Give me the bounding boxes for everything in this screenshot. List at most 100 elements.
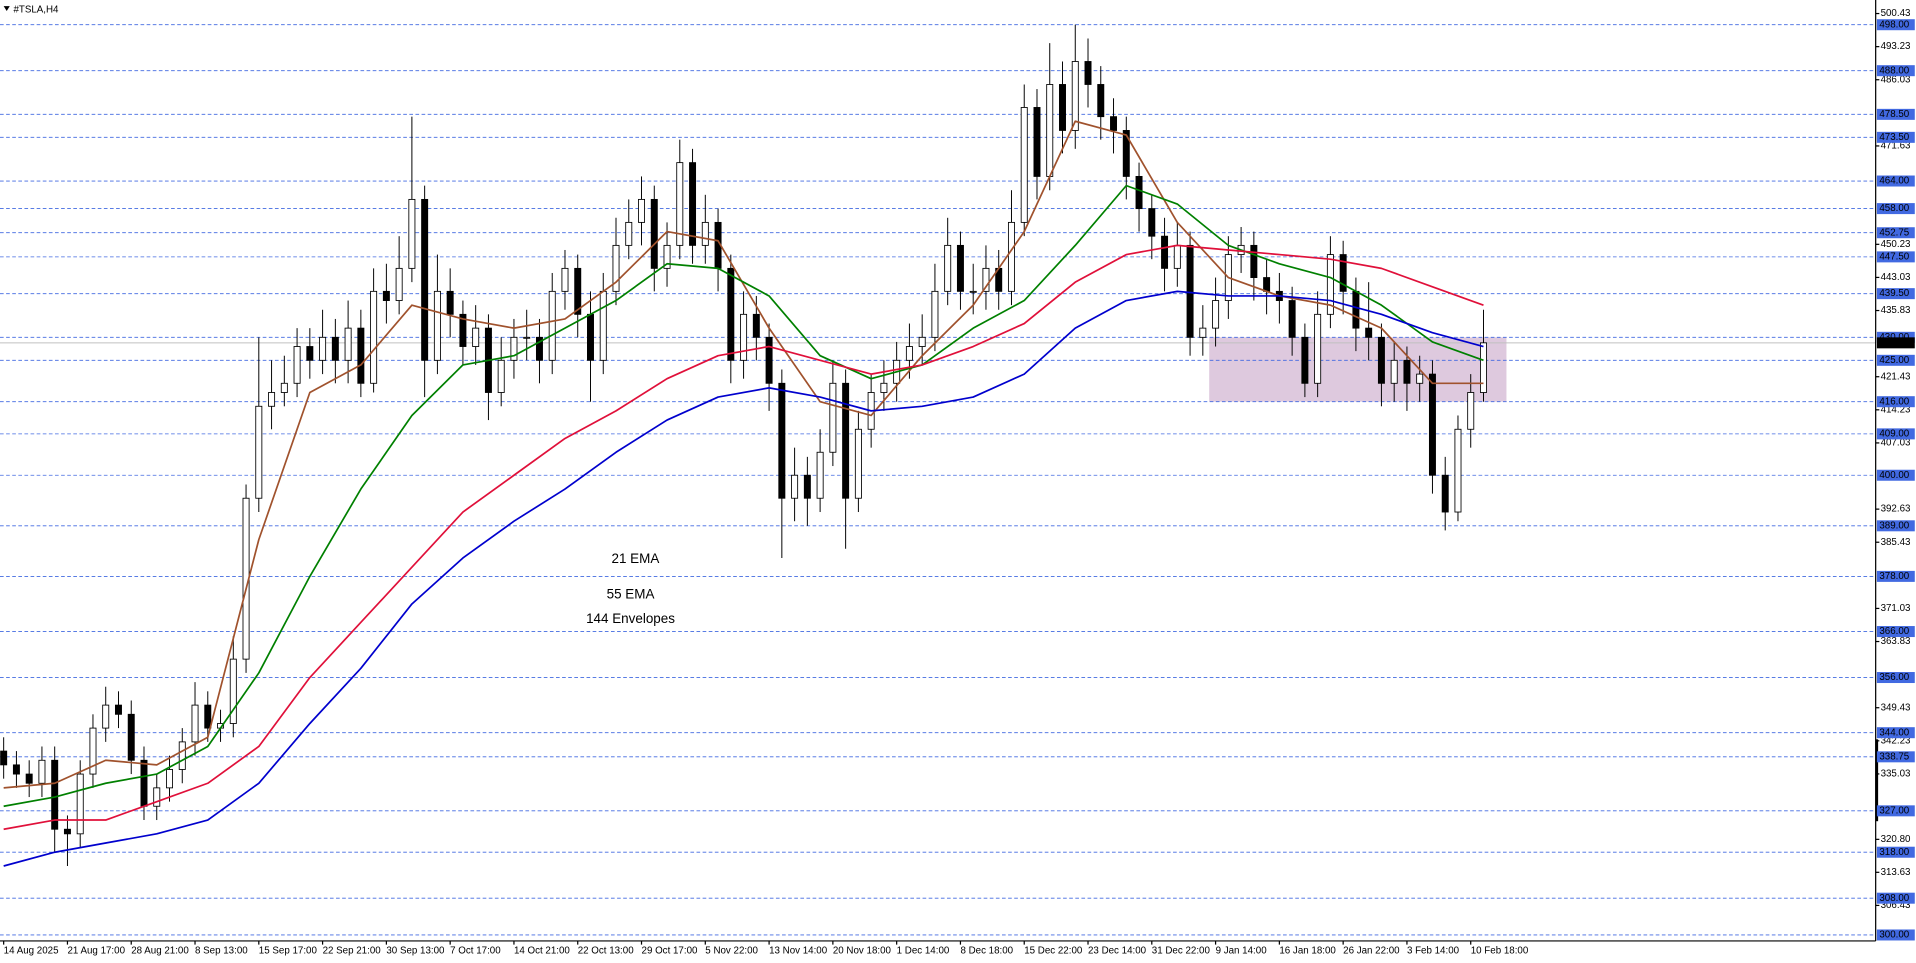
axis-indicator <box>1875 739 1879 822</box>
candle-body <box>1135 175 1143 210</box>
candle-body <box>523 336 531 339</box>
level-label: 452.75 <box>1879 227 1909 238</box>
level-label: 338.75 <box>1879 751 1909 762</box>
candle-body <box>599 290 607 361</box>
annotation: 144 Envelopes <box>586 611 675 626</box>
x-tick-label: 14 Aug 2025 <box>4 945 59 956</box>
y-tick-label: 414.23 <box>1881 404 1911 415</box>
candle-body <box>1007 221 1015 292</box>
y-tick-label: 335.03 <box>1881 769 1911 780</box>
level-label: 356.00 <box>1879 672 1909 683</box>
candle-body <box>1314 313 1322 384</box>
level-label: 318.00 <box>1879 847 1909 858</box>
y-tick-label: 471.63 <box>1881 141 1911 152</box>
x-tick-label: 22 Sep 21:00 <box>323 945 382 956</box>
candle-body <box>1454 428 1462 513</box>
candle-body <box>1441 474 1449 513</box>
level-label-box <box>1876 131 1915 143</box>
candle-body <box>1352 290 1360 329</box>
candle-body <box>395 267 403 301</box>
level-label-box <box>1876 751 1915 763</box>
candle-body <box>1186 244 1194 338</box>
candle-body <box>459 313 467 347</box>
x-tick-label: 31 Dec 22:00 <box>1152 945 1211 956</box>
candle-body <box>663 244 671 269</box>
candle-body <box>153 787 161 807</box>
level-label: 447.50 <box>1879 251 1909 262</box>
level-label-box <box>1876 672 1915 684</box>
candle-body <box>944 244 952 292</box>
level-label-box <box>1876 227 1915 239</box>
level-label: 425.00 <box>1879 355 1909 366</box>
candle-body <box>701 221 709 246</box>
y-tick-label: 407.03 <box>1881 438 1911 449</box>
candle-body <box>816 451 824 499</box>
candle-body <box>127 713 135 761</box>
level-label: 308.00 <box>1879 893 1909 904</box>
x-tick-label: 15 Sep 17:00 <box>259 945 318 956</box>
x-tick-label: 20 Nov 18:00 <box>833 945 892 956</box>
candle-body <box>676 162 684 246</box>
y-tick-label: 306.43 <box>1881 900 1911 911</box>
candle-body <box>293 346 301 384</box>
candle-body <box>1148 208 1156 237</box>
candle-body <box>25 773 33 784</box>
candle-body <box>0 750 8 766</box>
candle-body <box>1033 107 1041 177</box>
candle-body <box>319 336 327 361</box>
level-label: 327.00 <box>1879 805 1909 816</box>
candle-body <box>535 336 543 361</box>
x-tick-label: 22 Oct 13:00 <box>578 945 634 956</box>
candle-body <box>114 704 122 715</box>
level-label: 344.00 <box>1879 727 1909 738</box>
candle-body <box>1263 277 1271 292</box>
level-label: 389.00 <box>1879 520 1909 531</box>
candle-body <box>1428 373 1436 476</box>
candle-body <box>689 162 697 246</box>
candle-body <box>1199 327 1207 338</box>
chart-title: #TSLA,H4 <box>13 4 59 15</box>
candle-body <box>38 759 46 784</box>
level-label-box <box>1876 929 1915 941</box>
candle-body <box>1288 300 1296 338</box>
x-tick-label: 8 Dec 18:00 <box>960 945 1013 956</box>
candle-body <box>1097 84 1105 118</box>
level-label: 416.00 <box>1879 396 1909 407</box>
level-label-box <box>1876 331 1915 343</box>
candle-body <box>140 759 148 807</box>
candle-body <box>497 359 505 393</box>
candle-body <box>102 704 110 729</box>
candle-body <box>1301 336 1309 384</box>
level-label-box <box>1876 428 1915 440</box>
candle-body <box>969 290 977 293</box>
candle-body <box>905 346 913 361</box>
candle-body <box>178 741 186 770</box>
candle-body <box>1161 235 1169 269</box>
indicator-line <box>3 290 1484 867</box>
candle-body <box>331 336 339 361</box>
x-tick-label: 7 Oct 17:00 <box>450 945 501 956</box>
candle-body <box>842 382 850 499</box>
level-label-box <box>1876 570 1915 582</box>
level-label: 488.00 <box>1879 65 1909 76</box>
y-tick-label: 450.23 <box>1881 239 1911 250</box>
y-tick-label: 421.43 <box>1881 371 1911 382</box>
candle-body <box>1173 244 1181 269</box>
level-label-box <box>1876 354 1915 366</box>
candle-body <box>446 290 454 315</box>
candle-body <box>357 327 365 384</box>
x-tick-label: 8 Sep 13:00 <box>195 945 248 956</box>
candle-body <box>268 392 276 407</box>
candle-body <box>1212 300 1220 329</box>
candle-body <box>63 828 71 835</box>
candle-body <box>89 727 97 775</box>
y-tick-label: 385.43 <box>1881 537 1911 548</box>
level-label: 478.50 <box>1879 109 1909 120</box>
candle-body <box>854 428 862 499</box>
level-label-box <box>1876 626 1915 638</box>
candle-body <box>306 346 314 361</box>
y-tick-label: 486.03 <box>1881 74 1911 85</box>
level-label: 400.00 <box>1879 470 1909 481</box>
level-label: 439.50 <box>1879 288 1909 299</box>
